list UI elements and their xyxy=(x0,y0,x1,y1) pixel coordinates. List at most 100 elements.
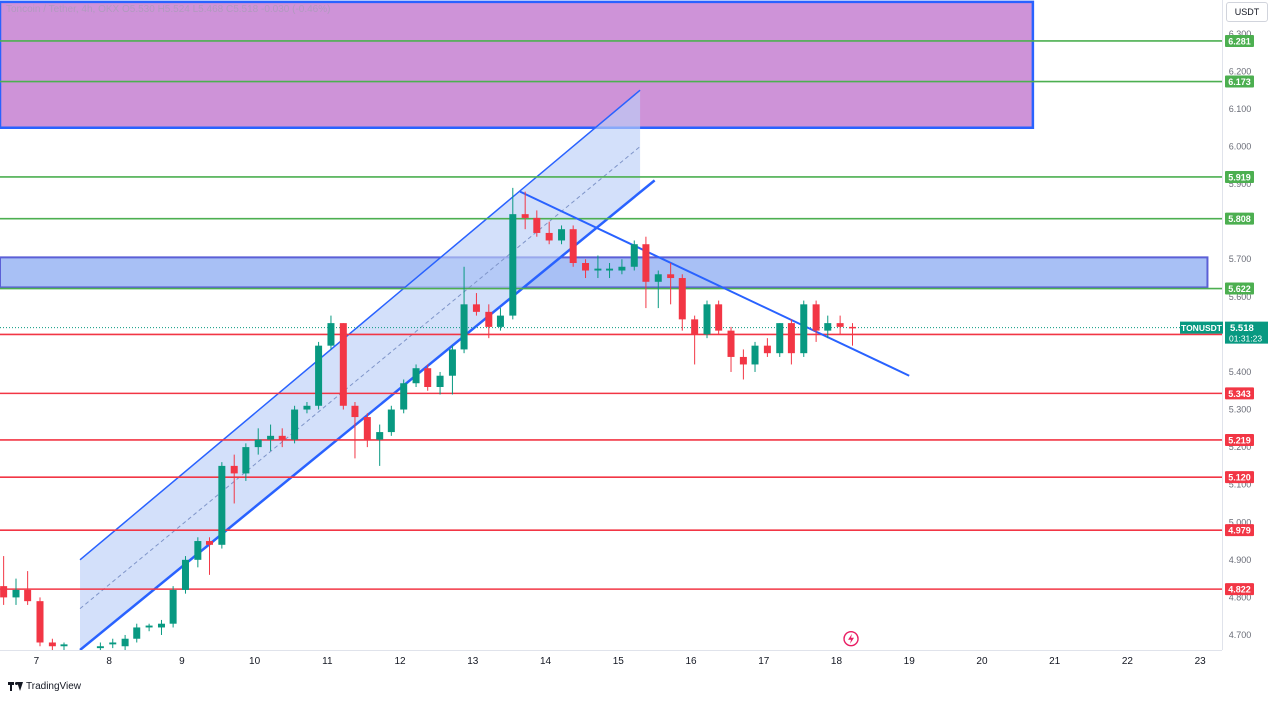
candle-body xyxy=(509,214,517,316)
candle xyxy=(205,537,213,575)
candle xyxy=(642,236,650,309)
price-label-6.281: 6.281 xyxy=(1228,36,1251,46)
candle xyxy=(303,402,311,414)
candle xyxy=(424,364,432,391)
candle xyxy=(291,405,299,444)
candle xyxy=(436,371,444,395)
candle-body xyxy=(569,229,577,264)
candle xyxy=(36,597,44,647)
current-price-box xyxy=(1225,321,1268,344)
candle-body xyxy=(824,323,832,331)
y-tick-label: 5.700 xyxy=(1229,254,1252,264)
candle xyxy=(230,454,238,504)
y-tick-label: 6.300 xyxy=(1229,29,1252,39)
price-label-box-5.808 xyxy=(1225,212,1254,225)
descending-trendline xyxy=(519,190,910,377)
candle xyxy=(715,300,723,335)
price-label-box-4.822 xyxy=(1225,583,1254,596)
channel-midline xyxy=(79,146,641,610)
current-price-label: 5.518 xyxy=(1230,323,1254,334)
channel-fill xyxy=(80,90,641,650)
candle xyxy=(824,315,832,339)
candle xyxy=(387,405,395,436)
brand-label: TradingView xyxy=(26,681,82,692)
candle-body xyxy=(400,383,408,410)
candle-body xyxy=(181,559,189,590)
blue-zone xyxy=(0,256,1209,289)
candle-body xyxy=(812,304,820,331)
candle xyxy=(194,537,202,568)
candle-body xyxy=(109,642,117,645)
price-label-4.979: 4.979 xyxy=(1228,526,1251,536)
price-label-box-5.343 xyxy=(1225,387,1254,400)
price-label-5.622: 5.622 xyxy=(1228,284,1251,294)
tradingview-brand[interactable]: TradingView xyxy=(8,681,81,692)
candle xyxy=(691,315,699,365)
candle xyxy=(533,210,541,237)
price-label-5.919: 5.919 xyxy=(1228,172,1251,182)
x-tick-label: 9 xyxy=(179,656,185,667)
x-tick-label: 17 xyxy=(758,656,770,667)
currency-button[interactable]: USDT xyxy=(1226,2,1268,22)
candle-body xyxy=(642,244,650,282)
candle-body xyxy=(533,217,541,233)
candle-body xyxy=(594,268,602,271)
candle-body xyxy=(424,368,432,387)
candle xyxy=(667,263,675,305)
candle xyxy=(606,263,614,279)
x-tick-label: 8 xyxy=(106,656,112,667)
symbol-header: Toncoin / Tether, 4h, OKX O5.530 H5.524 … xyxy=(6,4,331,15)
candle-body xyxy=(496,315,504,327)
candle-body xyxy=(545,232,553,241)
candle-body xyxy=(121,638,129,647)
candle xyxy=(351,402,359,459)
candle xyxy=(594,255,602,279)
candle xyxy=(472,293,480,316)
y-tick-label: 5.900 xyxy=(1229,179,1252,189)
candle-body xyxy=(436,375,444,387)
y-tick-label: 5.000 xyxy=(1229,517,1252,527)
candle-body xyxy=(460,304,468,350)
x-tick-label: 10 xyxy=(249,656,261,667)
candle-body xyxy=(776,323,784,354)
candle-body xyxy=(230,465,238,474)
candle xyxy=(739,349,747,380)
x-tick-label: 20 xyxy=(976,656,988,667)
candle-body xyxy=(763,345,771,354)
candle xyxy=(812,300,820,342)
x-tick-label: 21 xyxy=(1049,656,1061,667)
y-tick-label: 5.600 xyxy=(1229,292,1252,302)
x-tick-label: 23 xyxy=(1195,656,1207,667)
candle xyxy=(848,323,856,346)
x-tick-label: 13 xyxy=(467,656,479,667)
candle xyxy=(121,634,129,650)
x-tick-label: 11 xyxy=(322,656,333,667)
candle-body xyxy=(315,345,323,406)
y-tick-label: 4.700 xyxy=(1229,630,1252,640)
candle xyxy=(339,323,347,410)
x-tick-label: 22 xyxy=(1122,656,1134,667)
candle-body xyxy=(339,323,347,406)
price-label-5.343: 5.343 xyxy=(1228,389,1251,399)
candle xyxy=(12,578,20,605)
candle-body xyxy=(218,465,226,545)
candle xyxy=(242,443,250,481)
candle-body xyxy=(703,304,711,335)
candle-body xyxy=(485,311,493,327)
candle xyxy=(60,642,68,650)
candle xyxy=(267,424,275,451)
x-tick-label: 14 xyxy=(540,656,552,667)
candle-body xyxy=(36,601,44,643)
candle-body xyxy=(48,642,56,647)
channel-upper-line xyxy=(79,89,641,561)
y-tick-label: 6.000 xyxy=(1229,142,1252,152)
candle xyxy=(145,623,153,632)
candle-body xyxy=(630,244,638,267)
candle-body xyxy=(278,435,286,440)
candle-body xyxy=(194,541,202,560)
candle-body xyxy=(169,589,177,624)
candle xyxy=(776,323,784,357)
candle xyxy=(509,187,517,320)
